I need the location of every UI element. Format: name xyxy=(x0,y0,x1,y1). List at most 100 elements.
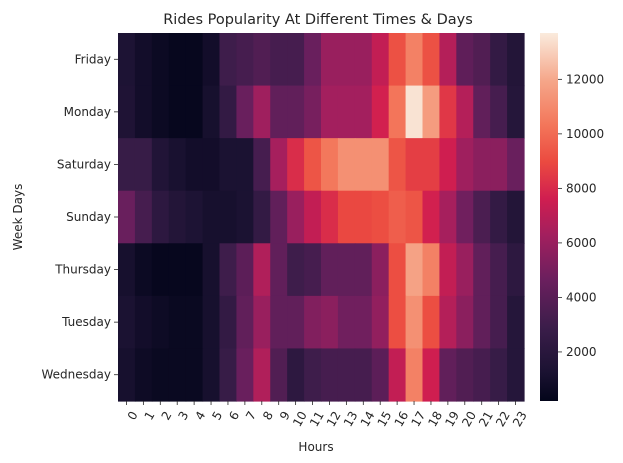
heatmap-cell xyxy=(439,138,457,192)
heatmap-cell xyxy=(236,348,254,402)
heatmap-cells xyxy=(118,33,525,402)
heatmap-cell xyxy=(219,295,238,350)
heatmap-cell xyxy=(236,85,254,139)
x-tick-label: 19 xyxy=(442,409,462,429)
heatmap-cell xyxy=(456,295,474,350)
heatmap-cell xyxy=(439,348,457,402)
heatmap-cell xyxy=(134,138,153,192)
heatmap-cell xyxy=(371,348,390,402)
heatmap-cell xyxy=(456,243,474,297)
x-tick-label: 6 xyxy=(226,409,242,423)
heatmap-cell xyxy=(118,85,136,139)
heatmap-cell xyxy=(151,85,170,139)
heatmap-cell xyxy=(473,295,491,350)
heatmap-cell xyxy=(405,138,424,192)
heatmap-cell xyxy=(219,33,238,87)
heatmap-cell xyxy=(151,33,170,87)
heatmap-cell xyxy=(439,243,457,297)
heatmap-cell xyxy=(321,190,339,244)
heatmap-cell xyxy=(219,190,238,244)
heatmap-cell xyxy=(253,190,271,244)
heatmap-cell xyxy=(490,295,508,350)
heatmap-cell xyxy=(337,85,356,139)
heatmap-cell xyxy=(405,85,424,139)
heatmap-cell xyxy=(202,138,221,192)
heatmap-cell xyxy=(490,348,508,402)
heatmap-cell xyxy=(388,190,407,244)
heatmap-cell xyxy=(507,138,525,192)
heatmap-cell xyxy=(185,295,204,350)
heatmap-cell xyxy=(388,33,407,87)
heatmap-cell xyxy=(507,243,525,297)
x-tick-label: 21 xyxy=(476,409,496,429)
colorbar xyxy=(540,33,558,401)
heatmap-cell xyxy=(388,243,407,297)
heatmap-cell xyxy=(236,138,254,192)
heatmap-cell xyxy=(270,33,288,87)
heatmap-cell xyxy=(439,295,457,350)
heatmap-cell xyxy=(321,85,339,139)
heatmap-cell xyxy=(321,295,339,350)
heatmap-cell xyxy=(118,33,136,87)
heatmap-cell xyxy=(287,85,305,139)
x-tick-label: 10 xyxy=(290,409,310,429)
y-tick-label: Monday xyxy=(64,105,111,119)
heatmap-cell xyxy=(118,243,136,297)
heatmap-cell xyxy=(354,33,373,87)
heatmap-cell xyxy=(134,295,153,350)
heatmap-cell xyxy=(405,33,424,87)
y-tick-label: Sunday xyxy=(66,210,111,224)
heatmap-cell xyxy=(490,190,508,244)
heatmap-cell xyxy=(507,295,525,350)
heatmap-cell xyxy=(270,190,288,244)
heatmap-cell xyxy=(134,33,153,87)
x-tick-label: 2 xyxy=(159,409,175,423)
heatmap-cell xyxy=(185,33,204,87)
heatmap-cell xyxy=(287,348,305,402)
y-axis-ticks: Friday Monday Saturday Sunday Thursday Tuesda… xyxy=(42,52,118,382)
heatmap-cell xyxy=(287,295,305,350)
heatmap-cell xyxy=(304,33,322,87)
heatmap-cell xyxy=(287,33,305,87)
heatmap-cell xyxy=(371,85,390,139)
heatmap-cell xyxy=(439,33,457,87)
heatmap-cell xyxy=(405,295,424,350)
heatmap-cell xyxy=(388,295,407,350)
colorbar-tick-label: 8000 xyxy=(566,181,597,195)
heatmap-cell xyxy=(185,190,204,244)
heatmap-cell xyxy=(473,138,491,192)
heatmap-cell xyxy=(118,295,136,350)
x-tick-label: 16 xyxy=(392,409,412,429)
heatmap-cell xyxy=(337,295,356,350)
heatmap-cell xyxy=(507,190,525,244)
heatmap-cell xyxy=(456,138,474,192)
heatmap-cell xyxy=(473,33,491,87)
heatmap-cell xyxy=(253,33,271,87)
heatmap-cell xyxy=(405,348,424,402)
colorbar-tick-label: 4000 xyxy=(566,290,597,304)
heatmap-cell xyxy=(473,243,491,297)
y-tick-label: Friday xyxy=(75,52,111,66)
heatmap-cell xyxy=(321,243,339,297)
heatmap-cell xyxy=(219,85,238,139)
heatmap-cell xyxy=(304,243,322,297)
heatmap-cell xyxy=(236,295,254,350)
heatmap-cell xyxy=(507,85,525,139)
x-tick-label: 12 xyxy=(324,409,344,429)
x-tick-label: 3 xyxy=(175,409,191,423)
heatmap-cell xyxy=(371,33,390,87)
heatmap-cell xyxy=(388,348,407,402)
heatmap-cell xyxy=(473,85,491,139)
heatmap-cell xyxy=(507,33,525,87)
y-tick-label: Saturday xyxy=(57,157,111,171)
heatmap-cell xyxy=(270,348,288,402)
heatmap-cell xyxy=(337,138,356,192)
heatmap-cell xyxy=(456,85,474,139)
heatmap-cell xyxy=(304,295,322,350)
heatmap-cell xyxy=(354,85,373,139)
heatmap-cell xyxy=(134,85,153,139)
heatmap-cell xyxy=(337,33,356,87)
y-tick-label: Tuesday xyxy=(61,315,111,329)
heatmap-cell xyxy=(168,295,187,350)
